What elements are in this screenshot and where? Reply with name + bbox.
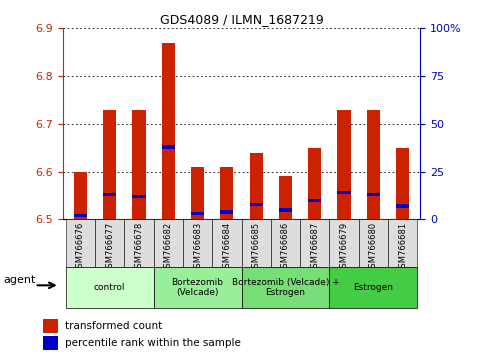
Bar: [191, 212, 204, 216]
Bar: [279, 208, 292, 212]
FancyBboxPatch shape: [329, 219, 359, 267]
Bar: [74, 214, 87, 217]
Bar: [396, 148, 409, 219]
Text: GSM766686: GSM766686: [281, 222, 290, 273]
Text: GSM766687: GSM766687: [310, 222, 319, 273]
Text: GSM766684: GSM766684: [222, 222, 231, 273]
Text: agent: agent: [3, 275, 36, 285]
FancyBboxPatch shape: [300, 219, 329, 267]
Text: GSM766678: GSM766678: [134, 222, 143, 273]
Bar: [103, 109, 116, 219]
Bar: [396, 204, 409, 208]
FancyBboxPatch shape: [212, 219, 242, 267]
Bar: [338, 191, 351, 194]
Text: control: control: [94, 283, 126, 292]
Text: GSM766679: GSM766679: [340, 222, 349, 273]
Bar: [250, 202, 263, 206]
Bar: [220, 167, 233, 219]
FancyBboxPatch shape: [43, 319, 58, 333]
Bar: [132, 195, 145, 198]
Bar: [338, 109, 351, 219]
Text: Bortezomib
(Velcade): Bortezomib (Velcade): [171, 278, 224, 297]
Text: Estrogen: Estrogen: [354, 283, 393, 292]
Bar: [279, 177, 292, 219]
FancyBboxPatch shape: [271, 219, 300, 267]
Bar: [308, 148, 321, 219]
Text: percentile rank within the sample: percentile rank within the sample: [65, 338, 241, 348]
FancyBboxPatch shape: [66, 219, 95, 267]
FancyBboxPatch shape: [183, 219, 212, 267]
Bar: [367, 193, 380, 196]
Text: Bortezomib (Velcade) +
Estrogen: Bortezomib (Velcade) + Estrogen: [231, 278, 340, 297]
Bar: [132, 109, 145, 219]
Bar: [74, 172, 87, 219]
FancyBboxPatch shape: [388, 219, 417, 267]
Title: GDS4089 / ILMN_1687219: GDS4089 / ILMN_1687219: [159, 13, 324, 26]
Bar: [308, 199, 321, 202]
Text: GSM766683: GSM766683: [193, 222, 202, 273]
Bar: [220, 210, 233, 213]
Text: GSM766677: GSM766677: [105, 222, 114, 273]
Text: GSM766685: GSM766685: [252, 222, 261, 273]
Bar: [103, 193, 116, 196]
Text: GSM766682: GSM766682: [164, 222, 173, 273]
FancyBboxPatch shape: [95, 219, 124, 267]
Bar: [162, 145, 175, 149]
FancyBboxPatch shape: [359, 219, 388, 267]
FancyBboxPatch shape: [124, 219, 154, 267]
FancyBboxPatch shape: [329, 267, 417, 308]
Text: GSM766680: GSM766680: [369, 222, 378, 273]
FancyBboxPatch shape: [242, 219, 271, 267]
FancyBboxPatch shape: [43, 336, 58, 350]
Bar: [367, 109, 380, 219]
Text: GSM766676: GSM766676: [76, 222, 85, 273]
Text: transformed count: transformed count: [65, 321, 162, 331]
Bar: [191, 167, 204, 219]
FancyBboxPatch shape: [154, 219, 183, 267]
FancyBboxPatch shape: [66, 267, 154, 308]
Bar: [250, 153, 263, 219]
FancyBboxPatch shape: [154, 267, 242, 308]
FancyBboxPatch shape: [242, 267, 329, 308]
Bar: [162, 43, 175, 219]
Text: GSM766681: GSM766681: [398, 222, 407, 273]
